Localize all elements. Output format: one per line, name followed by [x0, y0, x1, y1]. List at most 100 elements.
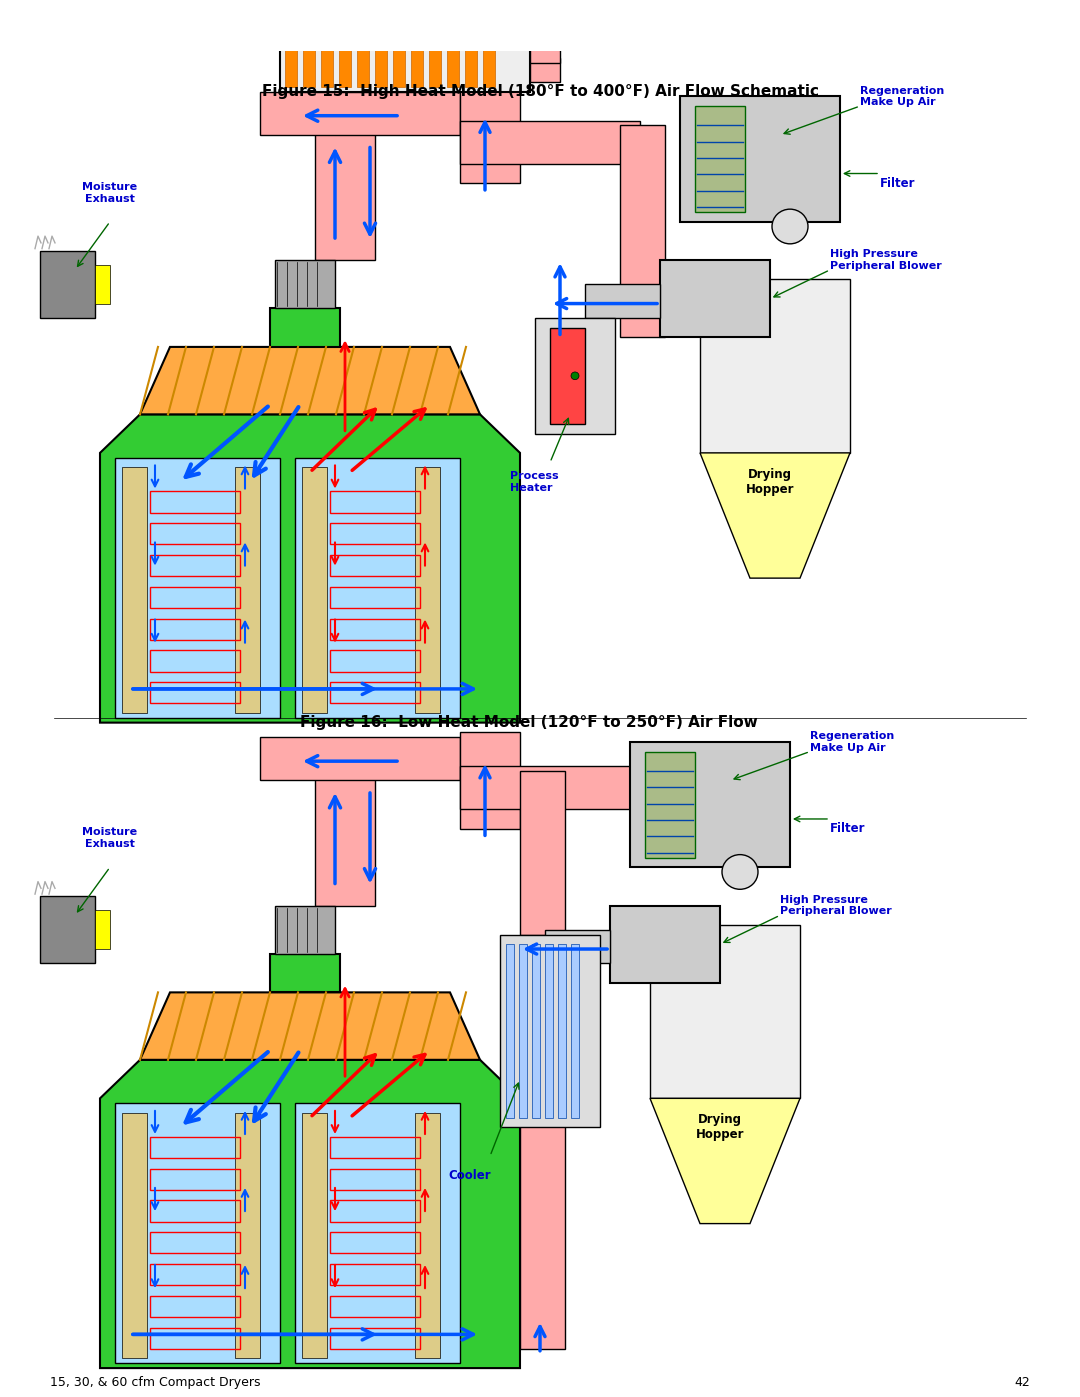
Text: Regeneration
Make Up Air: Regeneration Make Up Air — [810, 731, 894, 753]
Bar — [330, 524, 420, 545]
Text: Filter: Filter — [880, 176, 916, 190]
Bar — [275, 905, 335, 954]
Bar — [95, 265, 110, 303]
Bar — [122, 1113, 147, 1358]
Bar — [530, 39, 561, 63]
Bar — [339, 20, 351, 87]
Bar — [650, 925, 800, 1098]
Circle shape — [723, 855, 758, 890]
Bar — [330, 1169, 420, 1190]
Bar — [411, 20, 423, 87]
Bar — [330, 1327, 420, 1350]
Bar — [610, 905, 720, 982]
Bar — [696, 106, 745, 212]
Circle shape — [772, 210, 808, 244]
Bar — [150, 651, 240, 672]
Bar — [585, 285, 660, 319]
Bar — [483, 20, 495, 87]
Bar — [330, 1137, 420, 1158]
Bar — [535, 319, 615, 433]
Polygon shape — [140, 992, 480, 1060]
Bar — [330, 1232, 420, 1253]
Bar — [150, 1169, 240, 1190]
Bar — [700, 279, 850, 453]
Text: Figure 16:  Low Heat Model (120°F to 250°F) Air Flow: Figure 16: Low Heat Model (120°F to 250°… — [300, 715, 758, 731]
Bar — [40, 250, 95, 319]
Bar — [519, 1078, 565, 1350]
Bar — [550, 328, 585, 423]
Text: Regeneration
Make Up Air: Regeneration Make Up Air — [860, 85, 944, 108]
Text: Drying
Hopper: Drying Hopper — [746, 468, 794, 496]
Text: Drying
Hopper: Drying Hopper — [696, 1113, 744, 1141]
Bar — [415, 1113, 440, 1358]
Bar — [235, 468, 260, 712]
Bar — [507, 944, 514, 1118]
Bar — [150, 555, 240, 576]
Bar — [519, 944, 527, 1118]
Bar — [393, 20, 405, 87]
Bar — [315, 761, 375, 905]
Bar — [519, 935, 565, 1078]
Polygon shape — [100, 415, 519, 722]
Bar — [122, 468, 147, 712]
Bar — [150, 1264, 240, 1285]
Bar — [357, 20, 369, 87]
Bar — [295, 1104, 460, 1363]
Bar — [150, 524, 240, 545]
Bar — [429, 20, 441, 87]
Bar — [558, 944, 566, 1118]
Bar — [270, 954, 340, 992]
Bar — [465, 20, 477, 87]
Bar — [295, 458, 460, 718]
Text: 42: 42 — [1014, 1376, 1030, 1389]
Bar — [545, 944, 553, 1118]
Bar — [302, 1113, 327, 1358]
Bar — [532, 944, 540, 1118]
Text: Cooler: Cooler — [448, 1169, 491, 1182]
Bar — [460, 120, 640, 163]
Text: Filter: Filter — [831, 821, 865, 835]
Bar — [150, 1327, 240, 1350]
Bar — [150, 1296, 240, 1317]
Bar — [150, 1137, 240, 1158]
Bar — [150, 682, 240, 703]
Bar — [150, 492, 240, 513]
Bar — [330, 1264, 420, 1285]
Bar — [530, 57, 561, 82]
Bar — [460, 766, 640, 809]
Bar — [330, 492, 420, 513]
Bar — [315, 116, 375, 260]
Bar — [150, 587, 240, 608]
Bar — [321, 20, 333, 87]
Bar — [150, 619, 240, 640]
Bar — [447, 20, 459, 87]
Text: Moisture
Exhaust: Moisture Exhaust — [82, 182, 137, 204]
Bar — [630, 742, 789, 868]
Bar — [235, 1113, 260, 1358]
Bar — [330, 1200, 420, 1221]
Text: Process
Heater: Process Heater — [510, 471, 558, 493]
Bar — [285, 20, 297, 87]
Text: 15, 30, & 60 cfm Compact Dryers: 15, 30, & 60 cfm Compact Dryers — [50, 1376, 260, 1389]
Polygon shape — [650, 1098, 800, 1224]
Bar — [260, 92, 460, 136]
Bar — [330, 1296, 420, 1317]
Bar — [114, 458, 280, 718]
Bar — [280, 14, 530, 92]
Bar — [645, 752, 696, 858]
Bar — [500, 935, 600, 1127]
Bar — [519, 771, 565, 982]
Bar — [40, 895, 95, 964]
Bar — [330, 587, 420, 608]
Bar — [303, 20, 315, 87]
Bar — [330, 555, 420, 576]
Bar — [571, 944, 579, 1118]
Bar — [260, 738, 460, 781]
Bar — [460, 732, 519, 828]
Bar — [460, 87, 519, 183]
Bar — [330, 619, 420, 640]
Text: Figure 15:  High Heat Model (180°F to 400°F) Air Flow Schematic: Figure 15: High Heat Model (180°F to 400… — [261, 84, 819, 99]
Bar — [302, 468, 327, 712]
Bar — [270, 309, 340, 346]
Bar — [660, 260, 770, 337]
